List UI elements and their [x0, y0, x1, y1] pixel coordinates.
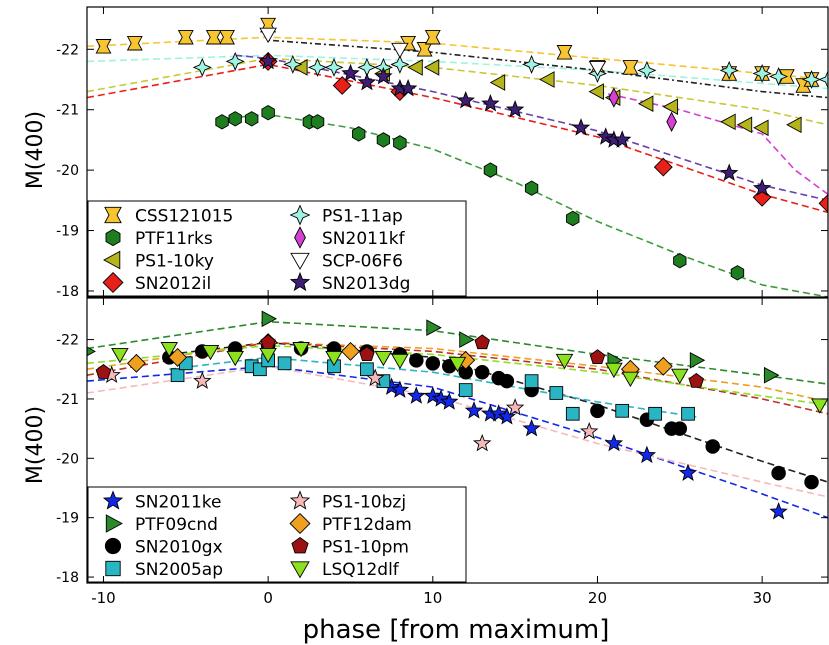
data-point	[525, 181, 537, 195]
legend-label: SCP-06F6	[322, 252, 403, 272]
legend-label: SN2011kf	[322, 229, 406, 249]
data-point	[566, 407, 579, 420]
y-axis-label-bottom: M(400)	[23, 406, 48, 484]
data-point	[706, 440, 720, 454]
data-point	[731, 266, 744, 280]
data-point	[262, 106, 275, 120]
legend-marker	[106, 561, 120, 575]
data-point	[311, 115, 324, 129]
y-tick-label: -19	[56, 511, 79, 527]
data-point	[171, 369, 184, 382]
legend-label: SN2010gx	[135, 538, 223, 558]
x-tick-label: 10	[423, 589, 442, 607]
y-tick-label: -22	[56, 42, 79, 58]
data-point	[805, 475, 819, 489]
data-point	[426, 357, 440, 371]
y-tick-label: -18	[56, 284, 79, 300]
legend-label: PTF12dam	[322, 515, 412, 535]
legend-label: SN2011ke	[135, 493, 221, 513]
legend-label: PTF11rks	[135, 229, 213, 249]
x-tick-label: -10	[91, 589, 116, 607]
data-point	[459, 384, 472, 397]
legend-label: CSS121015	[135, 207, 233, 227]
data-point	[674, 254, 686, 268]
data-point	[216, 115, 229, 129]
data-point	[353, 127, 365, 141]
data-point	[550, 387, 563, 400]
data-point	[616, 404, 629, 417]
data-point	[245, 112, 258, 126]
data-point	[377, 133, 389, 147]
y-tick-label: -21	[56, 103, 79, 119]
y-tick-label: -18	[56, 570, 79, 586]
x-axis-label: phase [from maximum]	[303, 615, 610, 645]
legend-label: PS1-10bzj	[322, 493, 406, 513]
data-point	[278, 357, 291, 370]
data-point	[772, 466, 786, 480]
x-tick-label: 20	[588, 589, 607, 607]
y-axis-label-top: M(400)	[23, 111, 48, 189]
y-tick-label: -22	[56, 333, 79, 349]
legend-label: LSQ12dlf	[322, 560, 400, 580]
data-point	[591, 404, 605, 418]
data-point	[229, 112, 241, 126]
legend-label: SN2005ap	[135, 560, 223, 580]
legend-label: PS1-10pm	[322, 538, 409, 558]
data-point	[673, 422, 687, 436]
legend-label: PS1-11ap	[322, 207, 403, 227]
data-point	[484, 163, 497, 177]
data-point	[475, 365, 489, 379]
data-point	[682, 407, 695, 420]
legend-marker	[106, 229, 120, 245]
data-point	[567, 211, 580, 225]
data-point	[525, 375, 538, 388]
legend: CSS121015PTF11rks PS1-10kySN2012il PS1-11a…	[88, 201, 466, 296]
legend-marker	[105, 538, 120, 553]
y-tick-label: -21	[56, 392, 79, 408]
data-point	[410, 354, 424, 368]
data-point	[394, 136, 407, 150]
data-point	[500, 374, 514, 388]
y-tick-label: -20	[56, 163, 79, 179]
legend-label: PS1-10ky	[135, 252, 214, 272]
y-tick-label: -19	[56, 224, 79, 240]
bottom-panel: SN2011kePTF09cnd SN2010gxSN2005ap PS1-10bz…	[56, 298, 828, 607]
x-tick-label: 30	[753, 589, 772, 607]
legend-label: PTF09cnd	[135, 515, 218, 535]
data-point	[361, 363, 374, 376]
legend-label: SN2012il	[135, 274, 211, 294]
top-panel: CSS121015PTF11rks PS1-10kySN2012il PS1-11a…	[56, 7, 829, 300]
data-point	[649, 407, 662, 420]
y-tick-label: -20	[56, 451, 79, 467]
x-tick-label: 0	[263, 589, 273, 607]
legend-label: SN2013dg	[322, 274, 410, 294]
